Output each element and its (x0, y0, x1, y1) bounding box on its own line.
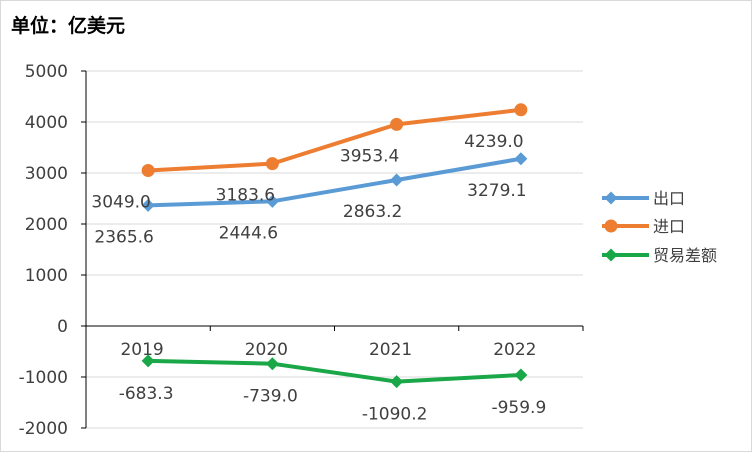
legend-marker (604, 219, 618, 233)
data-point (141, 164, 155, 178)
x-tick-label: 2021 (369, 340, 412, 360)
data-label: 3183.6 (216, 186, 275, 206)
data-point (265, 357, 279, 371)
y-tick-label: -2000 (19, 419, 68, 439)
y-tick-label: 3000 (25, 164, 68, 184)
y-tick-label: 1000 (25, 266, 68, 286)
y-tick-label: 4000 (25, 113, 68, 133)
data-label: -683.3 (119, 384, 174, 404)
data-label: -1090.2 (362, 405, 428, 425)
data-label: 3953.4 (340, 146, 399, 166)
y-tick-label: 0 (57, 317, 68, 337)
legend-label: 出口 (653, 189, 685, 208)
data-label: 2863.2 (343, 202, 402, 222)
x-tick-label: 2022 (493, 340, 536, 360)
data-point (390, 173, 404, 187)
data-point (514, 103, 528, 117)
data-label: -739.0 (243, 387, 298, 407)
data-label: 2365.6 (94, 227, 153, 247)
data-label: 4239.0 (464, 132, 523, 152)
x-tick-label: 2019 (120, 340, 163, 360)
y-tick-label: 5000 (25, 62, 68, 82)
y-tick-label: 2000 (25, 215, 68, 235)
legend-marker (604, 248, 618, 262)
data-label: 2444.6 (219, 223, 278, 243)
data-point (141, 354, 155, 368)
unit-label: 单位：亿美元 (11, 15, 126, 37)
data-point (265, 157, 279, 171)
series-line (146, 358, 523, 384)
data-point (514, 152, 528, 166)
data-label: 3049.0 (91, 193, 150, 213)
data-point (390, 375, 404, 389)
legend-marker (604, 191, 618, 205)
data-point (141, 198, 155, 212)
data-point (390, 117, 404, 131)
data-label: 3279.1 (467, 181, 526, 201)
series-line (146, 156, 523, 208)
series-line (146, 107, 523, 173)
y-tick-label: -1000 (19, 368, 68, 388)
data-label: -959.9 (491, 398, 546, 418)
legend-label: 贸易差额 (653, 246, 717, 265)
legend-label: 进口 (653, 217, 685, 236)
data-point (514, 368, 528, 382)
data-point (265, 194, 279, 208)
x-tick-label: 2020 (245, 340, 288, 360)
